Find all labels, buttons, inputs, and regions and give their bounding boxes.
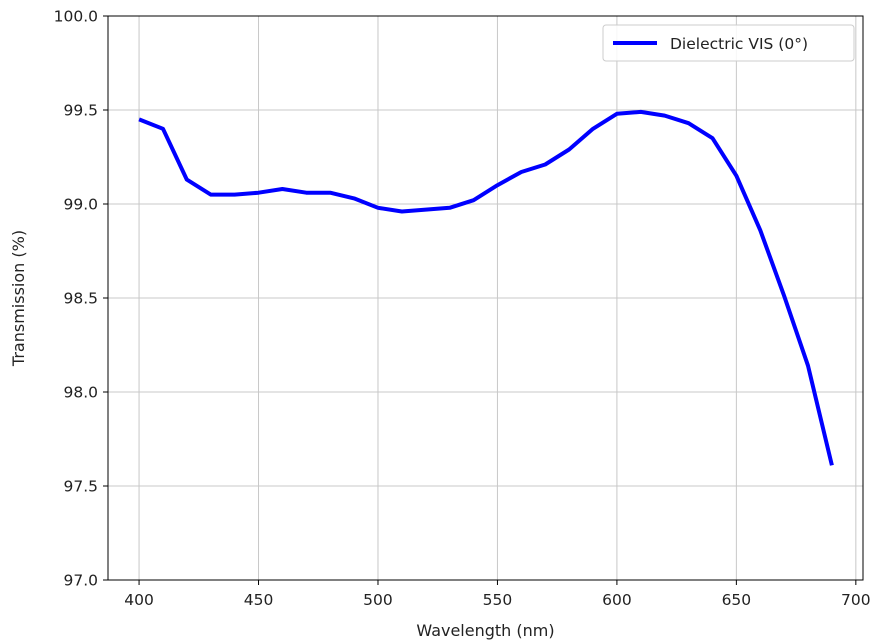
x-tick-label: 500 (363, 591, 393, 609)
y-axis-label: Transmission (%) (9, 230, 28, 367)
x-tick-label: 400 (124, 591, 154, 609)
x-tick-label: 700 (841, 591, 871, 609)
x-tick-label: 550 (483, 591, 513, 609)
y-tick-label: 98.0 (63, 384, 98, 402)
legend-entry-label: Dielectric VIS (0°) (670, 35, 808, 53)
grid (108, 15, 863, 581)
series-layer (138, 109, 834, 466)
y-tick-label: 98.5 (63, 290, 98, 308)
x-tick-label: 600 (602, 591, 632, 609)
x-tick-label: 450 (244, 591, 274, 609)
x-axis-ticks: 400 450 500 550 600 650 700 (124, 580, 871, 609)
y-tick-label: 99.5 (63, 102, 98, 120)
x-tick-label: 650 (722, 591, 752, 609)
legend-box (602, 24, 855, 62)
y-tick-label: 97.0 (63, 572, 98, 590)
legend: Dielectric VIS (0°) (602, 24, 855, 62)
y-tick-label: 97.5 (63, 478, 98, 496)
x-axis-label: Wavelength (nm) (416, 621, 554, 640)
y-tick-label: 100.0 (54, 8, 98, 26)
y-tick-label: 99.0 (63, 196, 98, 214)
series-line (138, 109, 834, 466)
y-axis-ticks: 97.0 97.5 98.0 98.5 99.0 99.5 100.0 (54, 8, 108, 590)
